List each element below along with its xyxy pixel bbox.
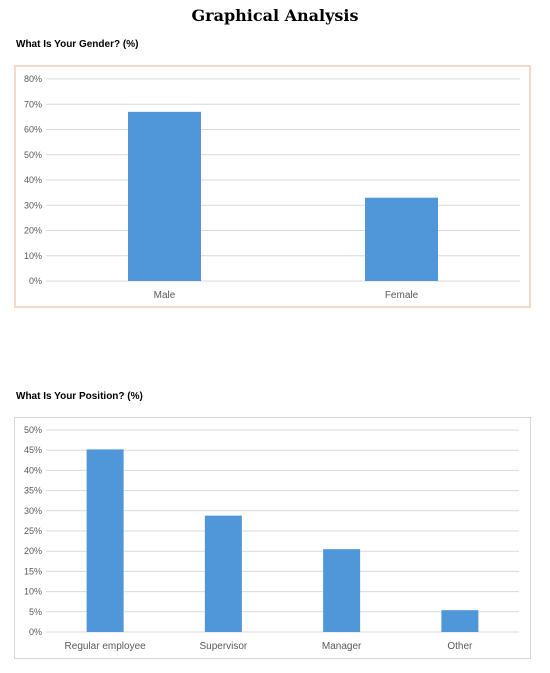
position-chart-plot: 0% 5% 10% 15% 20% 25% 30% 35% 40% 45% 50% Regular e… bbox=[24, 425, 519, 652]
gender-bar bbox=[128, 111, 201, 281]
position-bar bbox=[86, 449, 124, 632]
gender-chart-plot: 0% 10% 20% 30% 40% 50% 60% 70% 80% Male Female bbox=[24, 74, 520, 301]
position-bar bbox=[323, 549, 361, 632]
position-y-tick-label: 10% bbox=[24, 587, 42, 597]
position-y-tick-label: 35% bbox=[24, 486, 42, 496]
position-y-tick-label: 30% bbox=[24, 506, 42, 516]
position-y-tick-label: 20% bbox=[24, 546, 42, 556]
gender-y-tick-label: 50% bbox=[24, 150, 42, 160]
position-y-tick-label: 45% bbox=[24, 445, 42, 455]
gender-y-tick-label: 20% bbox=[24, 226, 42, 236]
gender-y-tick-label: 0% bbox=[29, 276, 42, 286]
position-y-tick-label: 50% bbox=[24, 425, 42, 435]
position-x-category-label: Regular employee bbox=[65, 641, 147, 652]
position-chart-title: What Is Your Position? (%) bbox=[16, 391, 143, 402]
position-chart: 0% 5% 10% 15% 20% 25% 30% 35% 40% 45% 50% Regular e… bbox=[14, 417, 531, 659]
gender-y-tick-label: 40% bbox=[24, 175, 42, 185]
position-bar bbox=[204, 515, 242, 632]
position-y-tick-label: 0% bbox=[29, 627, 42, 637]
position-y-tick-label: 15% bbox=[24, 566, 42, 576]
gender-chart: 0% 10% 20% 30% 40% 50% 60% 70% 80% Male Female bbox=[14, 65, 531, 308]
position-x-category-label: Other bbox=[447, 641, 473, 652]
position-y-tick-label: 40% bbox=[24, 465, 42, 475]
position-x-category-label: Manager bbox=[322, 641, 362, 652]
page-title: Graphical Analysis bbox=[191, 6, 359, 25]
position-x-category-label: Supervisor bbox=[199, 641, 247, 652]
position-y-tick-label: 25% bbox=[24, 526, 42, 536]
gender-chart-title: What Is Your Gender? (%) bbox=[16, 39, 139, 50]
gender-x-category-label: Female bbox=[385, 290, 419, 301]
gender-y-tick-label: 70% bbox=[24, 99, 42, 109]
gender-bar bbox=[365, 197, 438, 281]
position-y-tick-label: 5% bbox=[29, 607, 42, 617]
gender-x-category-label: Male bbox=[154, 290, 176, 301]
gender-y-tick-label: 60% bbox=[24, 125, 42, 135]
gender-y-tick-label: 80% bbox=[24, 74, 42, 84]
gender-y-tick-label: 10% bbox=[24, 251, 42, 261]
position-bar bbox=[441, 610, 479, 632]
gender-y-tick-label: 30% bbox=[24, 200, 42, 210]
